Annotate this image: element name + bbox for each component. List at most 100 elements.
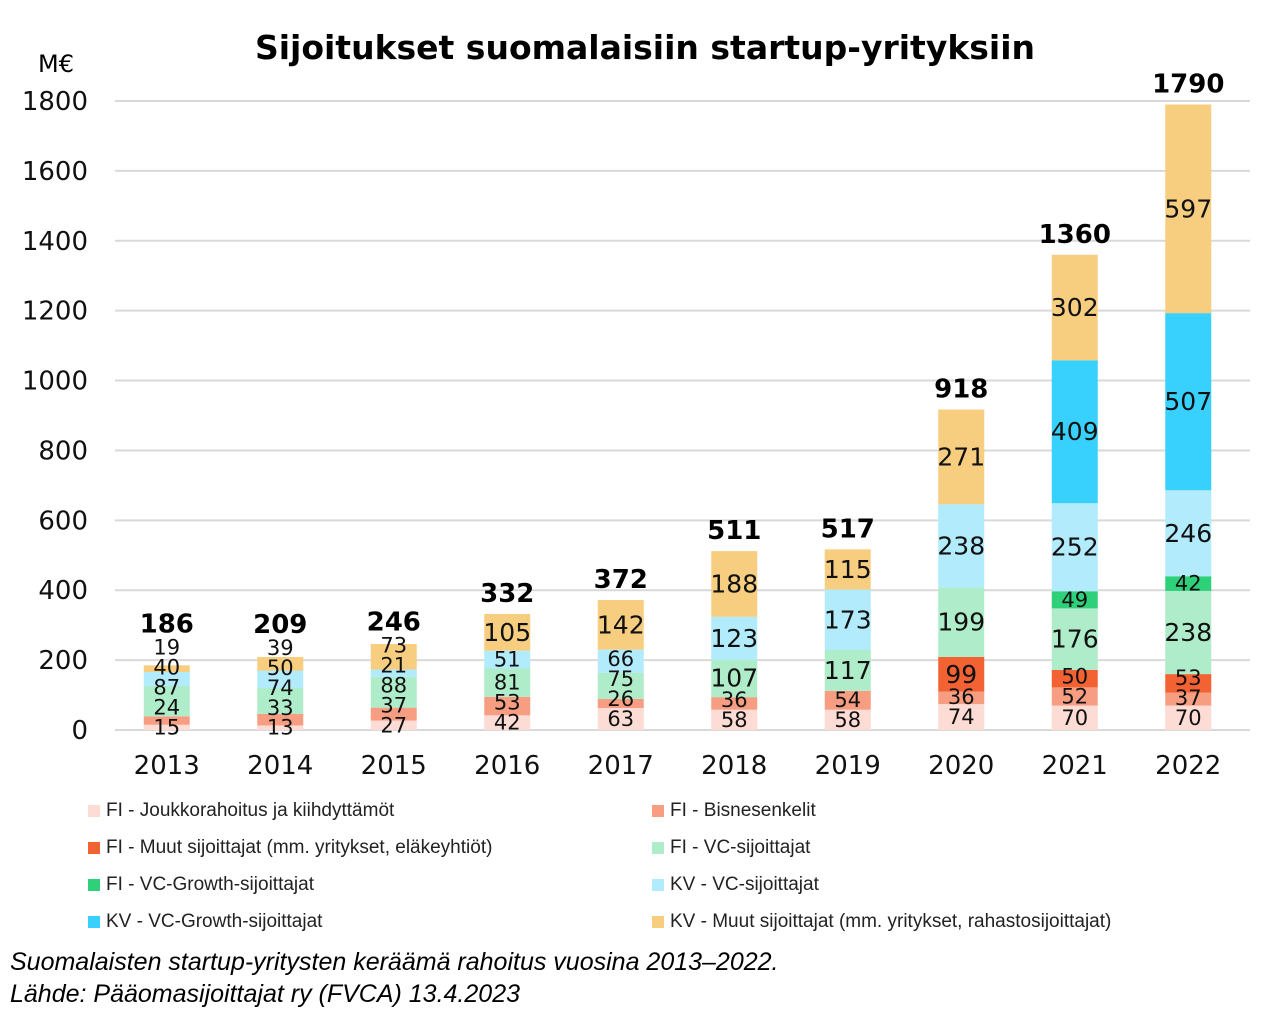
total-label: 1790 (1152, 69, 1224, 99)
total-label: 1360 (1039, 220, 1111, 250)
bar-segment (484, 668, 531, 697)
bar-segment (711, 697, 758, 710)
data-label: 74 (948, 705, 975, 729)
legend-swatch (88, 916, 100, 928)
total-label: 372 (594, 565, 648, 595)
bar-segment (824, 709, 871, 730)
y-tick-label: 1600 (22, 157, 88, 187)
total-label: 186 (140, 610, 194, 640)
y-tick-label: 800 (38, 436, 88, 466)
bar-segment (1165, 674, 1212, 693)
x-tick-label: 2017 (588, 751, 654, 781)
y-tick-label: 1800 (22, 87, 88, 117)
bar-segment (1051, 669, 1098, 688)
data-label: 53 (1175, 666, 1202, 690)
data-label: 36 (721, 688, 748, 712)
data-label: 81 (494, 671, 521, 695)
total-label: 918 (934, 375, 988, 405)
x-tick-label: 2022 (1155, 751, 1221, 781)
bar-segment (143, 671, 190, 686)
plot-area: 0200400600800100012001400160018001524874… (22, 69, 1250, 781)
bar-segment (370, 669, 417, 677)
data-label: 21 (380, 653, 407, 677)
data-label: 50 (1061, 665, 1088, 689)
bar-segment (597, 698, 644, 708)
data-label: 39 (267, 636, 294, 660)
bar-segment (1165, 104, 1212, 314)
data-label: 199 (937, 608, 985, 637)
data-label: 238 (1164, 618, 1212, 647)
bar-segment (257, 725, 304, 730)
bar-segment (938, 504, 985, 588)
legend-item: KV - VC-sijoittajat (652, 874, 819, 896)
data-label: 42 (494, 711, 521, 735)
data-label: 13 (267, 716, 294, 740)
bar-segment (257, 670, 304, 689)
bar-segment (143, 685, 190, 717)
data-label: 507 (1164, 387, 1212, 416)
bar-segment (1051, 254, 1098, 361)
data-label: 15 (153, 715, 180, 739)
y-tick-label: 1400 (22, 227, 88, 257)
legend-item: FI - Bisnesenkelit (652, 800, 816, 822)
bar-segment (597, 649, 644, 673)
total-label: 332 (480, 579, 534, 609)
bar-segment (143, 716, 190, 725)
bar-segment (1051, 503, 1098, 592)
data-label: 19 (153, 636, 180, 660)
data-label: 58 (834, 708, 861, 732)
x-tick-label: 2013 (134, 751, 200, 781)
legend-label: KV - VC-sijoittajat (670, 874, 819, 895)
bar-segment (1051, 360, 1098, 504)
bar-segment (370, 720, 417, 730)
data-label: 302 (1051, 293, 1099, 322)
legend-item: KV - Muut sijoittajat (mm. yritykset, ra… (652, 911, 1111, 933)
data-label: 142 (597, 610, 645, 639)
x-tick-label: 2021 (1042, 751, 1108, 781)
legend-swatch (88, 842, 100, 854)
data-label: 40 (153, 656, 180, 680)
bar-segment (1051, 705, 1098, 730)
legend-label: FI - VC-Growth-sijoittajat (106, 874, 314, 895)
total-label: 511 (707, 516, 761, 546)
bar-segment (484, 613, 531, 651)
legend-label: FI - Joukkorahoitus ja kiihdyttämöt (106, 800, 395, 821)
bar-segment (1165, 313, 1212, 491)
data-label: 70 (1061, 706, 1088, 730)
bar-segment (484, 696, 531, 716)
data-label: 188 (710, 569, 758, 598)
data-label: 42 (1175, 572, 1202, 596)
bar-segment (370, 707, 417, 721)
legend-label: KV - VC-Growth-sijoittajat (106, 911, 323, 932)
data-label: 75 (607, 667, 634, 691)
bar-segment (484, 650, 531, 669)
x-tick-label: 2014 (247, 751, 313, 781)
legend-label: FI - Muut sijoittajat (mm. yritykset, el… (106, 837, 493, 858)
data-label: 52 (1061, 684, 1088, 708)
legend-label: KV - Muut sijoittajat (mm. yritykset, ra… (670, 911, 1112, 932)
data-label: 123 (710, 624, 758, 653)
data-label: 24 (153, 695, 180, 719)
data-label: 252 (1051, 533, 1099, 562)
legend-item: KV - VC-Growth-sijoittajat (88, 911, 322, 933)
bar-segment (143, 665, 190, 672)
bar-segment (484, 715, 531, 730)
data-label: 74 (267, 676, 294, 700)
data-label: 238 (937, 531, 985, 560)
data-label: 33 (267, 696, 294, 720)
bar-segment (257, 688, 304, 714)
x-tick-label: 2020 (928, 751, 994, 781)
bar-segment (597, 707, 644, 730)
legend-swatch (652, 916, 664, 928)
bar-segment (711, 616, 758, 660)
data-label: 63 (607, 707, 634, 731)
y-tick-label: 600 (38, 506, 88, 536)
y-tick-label: 0 (71, 716, 88, 746)
data-label: 36 (948, 685, 975, 709)
data-label: 58 (721, 708, 748, 732)
data-label: 87 (153, 675, 180, 699)
legend-swatch (88, 805, 100, 817)
bar-segment (1051, 687, 1098, 706)
data-label: 173 (824, 605, 872, 634)
